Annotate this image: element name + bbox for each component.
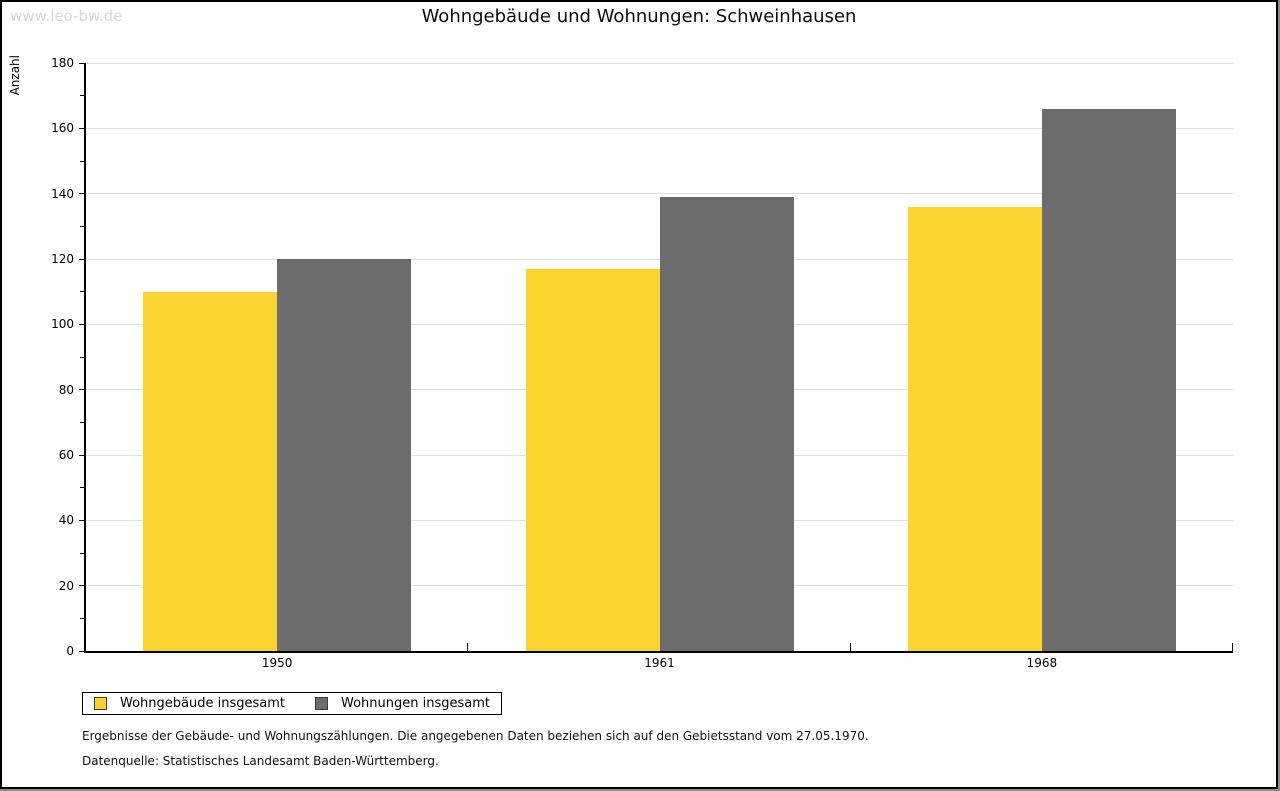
y-axis-tick-130 — [80, 225, 84, 227]
plot-area: 0 20 40 60 80 100 120 140 160 180 1950 1961 1968 — [51, 56, 1233, 670]
y-tick-label-0: 0 — [66, 644, 74, 658]
y-axis-tick-70 — [80, 421, 84, 423]
y-gridline-140 — [86, 193, 1233, 195]
y-tick-label-140: 140 — [51, 186, 74, 201]
y-tick-label-60: 60 — [58, 448, 74, 462]
y-axis-tick-60 — [79, 454, 84, 456]
x-axis-boundary-tick-1961 — [849, 643, 851, 651]
y-axis-tick-40 — [79, 519, 84, 521]
y-gridline-180 — [86, 62, 1233, 64]
y-axis-tick-30 — [80, 552, 84, 554]
y-tick-label-180: 180 — [51, 56, 74, 70]
y-gridline-160 — [86, 127, 1233, 129]
footnote-gebietsstand: Ergebnisse der Gebäude- und Wohnungszähl… — [82, 729, 869, 743]
y-axis-tick-140 — [79, 193, 84, 195]
bar-wohnungen-1950 — [277, 259, 412, 651]
x-axis-boundary-tick-1968 — [1232, 643, 1233, 651]
y-tick-label-120: 120 — [51, 252, 74, 266]
y-axis-tick-50 — [80, 487, 84, 489]
legend: Wohngebäude insgesamt Wohnungen insgesam… — [82, 692, 502, 715]
legend-label-wohnungen: Wohnungen insgesamt — [341, 696, 490, 711]
y-axis-tick-90 — [80, 356, 84, 358]
watermark: www.leo-bw.de — [10, 7, 123, 25]
y-axis-tick-20 — [79, 585, 84, 587]
y-tick-label-80: 80 — [58, 382, 74, 397]
y-axis-tick-120 — [79, 258, 84, 260]
legend-item-wohnungen: Wohnungen insgesamt — [315, 696, 490, 711]
x-tick-label-1968: 1968 — [1026, 656, 1058, 670]
y-axis-tick-0 — [79, 650, 84, 652]
y-axis-tick-100 — [79, 323, 84, 325]
bar-wohnungen-1968 — [1041, 108, 1176, 651]
y-axis-tick-180 — [79, 62, 84, 64]
y-tick-label-40: 40 — [58, 513, 74, 528]
x-tick-label-1961: 1961 — [644, 656, 675, 670]
y-tick-label-20: 20 — [58, 578, 74, 593]
y-axis-tick-170 — [80, 95, 84, 97]
y-tick-label-160: 160 — [51, 121, 74, 136]
legend-swatch-wohnungen — [315, 697, 328, 710]
y-axis-tick-150 — [80, 160, 84, 162]
y-tick-label-100: 100 — [51, 317, 74, 332]
bar-wohnungen-1961 — [659, 196, 794, 651]
x-axis-boundary-tick-1950 — [467, 643, 469, 651]
y-axis-tick-80 — [79, 389, 84, 391]
bar-wohngebaeude-1968 — [907, 206, 1042, 651]
y-axis-tick-110 — [80, 291, 84, 293]
legend-label-wohngebaeude: Wohngebäude insgesamt — [120, 696, 285, 711]
bar-wohngebaeude-1950 — [143, 291, 278, 651]
legend-swatch-wohngebaeude — [94, 697, 107, 710]
bar-wohngebaeude-1961 — [525, 268, 660, 651]
y-axis-label: Anzahl — [8, 55, 22, 96]
footnote-datenquelle: Datenquelle: Statistisches Landesamt Bad… — [82, 754, 439, 768]
x-tick-label-1950: 1950 — [261, 656, 293, 670]
legend-item-wohngebaeude: Wohngebäude insgesamt — [94, 696, 285, 711]
chart-title: Wohngebäude und Wohnungen: Schweinhausen — [421, 6, 857, 27]
y-axis-tick-160 — [79, 127, 84, 129]
y-axis-tick-10 — [80, 617, 84, 619]
